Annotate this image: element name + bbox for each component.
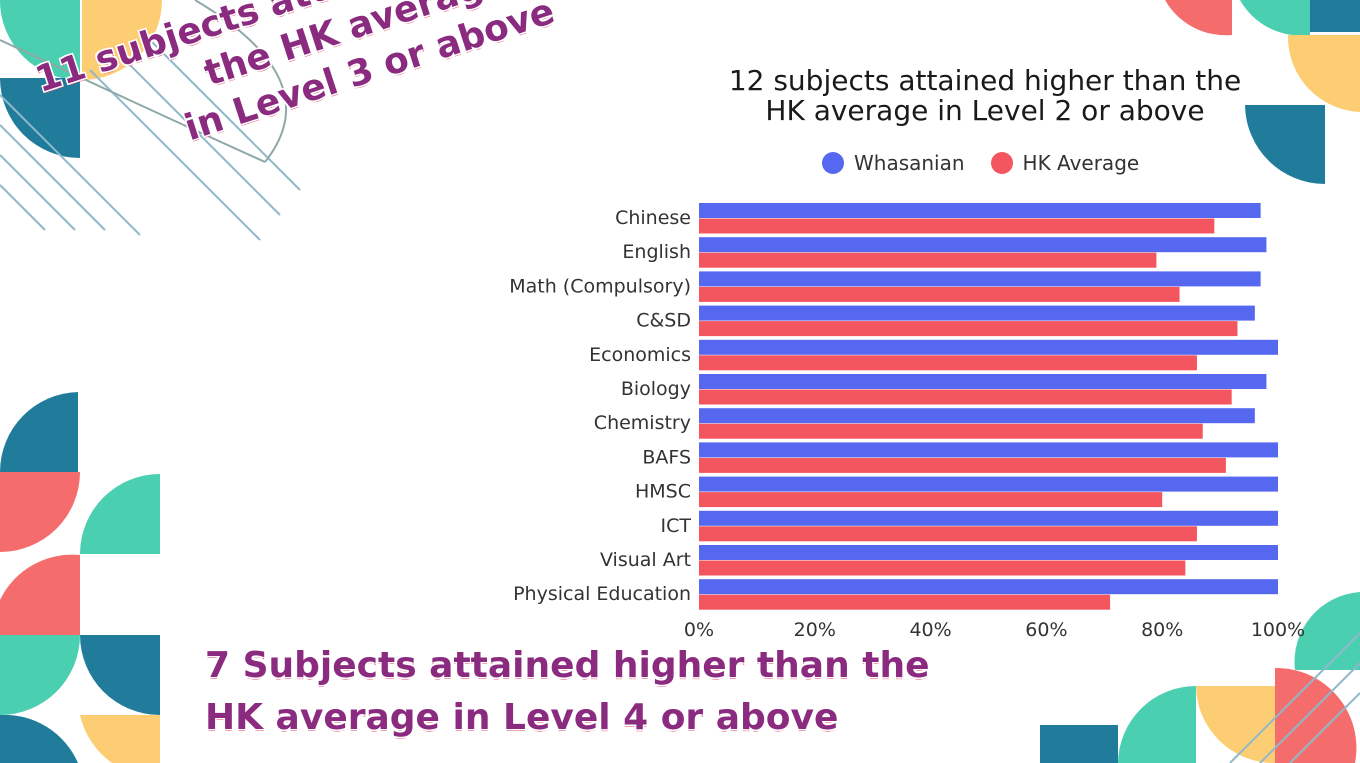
bar-hk-average-5 — [699, 389, 1232, 405]
legend-swatch-whasanian — [822, 152, 844, 174]
navy-quarter-circle — [0, 78, 80, 158]
bar-hk-average-2 — [699, 286, 1180, 302]
bar-whasanian-1 — [699, 237, 1267, 253]
teal-quarter-circle — [1240, 0, 1310, 36]
category-label: Math (Compulsory) — [509, 275, 691, 297]
bar-whasanian-7 — [699, 442, 1278, 458]
grey-curve-line — [0, 39, 266, 163]
bar-hk-average-9 — [699, 526, 1197, 542]
bar-whasanian-0 — [699, 203, 1261, 218]
bar-whasanian-8 — [699, 476, 1278, 492]
bar-whasanian-11 — [699, 579, 1278, 595]
category-label: Chinese — [615, 207, 691, 229]
diagonal-lines — [1229, 632, 1360, 763]
category-label: Visual Art — [600, 549, 691, 571]
teal-quarter-circle — [1118, 685, 1196, 763]
bar-whasanian-4 — [699, 339, 1278, 355]
bar-whasanian-3 — [699, 305, 1255, 321]
yellow-quarter-circle — [80, 715, 160, 763]
bar-hk-average-1 — [699, 252, 1157, 268]
navy-quarter-circle — [1245, 105, 1325, 184]
navy-quarter-circle — [0, 392, 78, 472]
legend-item-hk-average: HK Average — [990, 151, 1140, 175]
bars-group — [699, 203, 1278, 610]
x-tick-label: 100% — [1251, 619, 1305, 641]
bar-hk-average-3 — [699, 321, 1238, 337]
bar-hk-average-11 — [699, 594, 1111, 610]
category-label: Biology — [621, 378, 691, 400]
coral-quarter-circle — [0, 554, 80, 635]
teal-quarter-circle — [0, 0, 80, 80]
bar-hk-average-8 — [699, 492, 1163, 508]
category-label: Chemistry — [594, 412, 691, 434]
category-labels: Chinese English Math (Compulsory) C&SD Econo… — [509, 207, 691, 605]
bar-whasanian-6 — [699, 408, 1255, 424]
x-tick-label: 40% — [909, 619, 951, 641]
category-label: HMSC — [635, 481, 691, 503]
level4-headline-line-2: HK average in Level 4 or above — [205, 697, 839, 738]
bar-whasanian-5 — [699, 374, 1267, 389]
level4-headline-line-1: 7 Subjects attained higher than the — [205, 645, 930, 686]
bar-hk-average-10 — [699, 560, 1186, 576]
bar-hk-average-0 — [699, 218, 1215, 234]
legend-item-whasanian: Whasanian — [822, 151, 965, 175]
yellow-quarter-circle — [1287, 35, 1360, 112]
navy-block — [1040, 725, 1118, 763]
x-tick-label: 60% — [1025, 619, 1067, 641]
legend-swatch-hk-average — [990, 152, 1013, 174]
x-tick-label: 80% — [1141, 619, 1183, 641]
level4-headline: 7 Subjects attained higher than the HK a… — [205, 640, 929, 744]
category-label: ICT — [661, 515, 692, 537]
x-tick-labels: 0% 20% 40% 60% 80% 100% — [684, 619, 1305, 641]
teal-quarter-circle — [80, 474, 160, 554]
category-label: C&SD — [636, 310, 691, 332]
category-label: English — [622, 241, 691, 263]
bar-hk-average-4 — [699, 355, 1197, 371]
coral-quarter-circle — [1275, 667, 1357, 763]
bar-hk-average-7 — [699, 457, 1226, 473]
grey-curve-line — [194, 0, 288, 163]
category-label: Economics — [589, 344, 691, 366]
category-label: Physical Education — [513, 583, 691, 605]
category-label: BAFS — [642, 446, 691, 468]
yellow-quarter-circle — [82, 0, 162, 80]
chart-title-line-2: HK average in Level 2 or above — [765, 94, 1205, 127]
teal-quarter-circle — [0, 635, 80, 715]
yellow-quarter-circle — [1196, 686, 1275, 763]
diagonal-lines — [0, 39, 301, 241]
bar-hk-average-6 — [699, 423, 1203, 439]
coral-quarter-circle — [0, 472, 80, 552]
bar-whasanian-9 — [699, 510, 1278, 526]
x-tick-label: 0% — [684, 619, 714, 641]
legend-label-hk-average: HK Average — [1022, 151, 1140, 175]
bar-whasanian-10 — [699, 545, 1278, 560]
bar-whasanian-2 — [699, 271, 1261, 287]
navy-quarter-circle — [80, 635, 160, 715]
chart-title-line-1: 12 subjects attained higher than the — [728, 64, 1242, 97]
navy-block — [1310, 0, 1360, 32]
navy-quarter-circle — [0, 714, 78, 763]
legend-label-whasanian: Whasanian — [854, 151, 965, 175]
coral-quarter-circle — [1165, 0, 1232, 36]
chart-legend: Whasanian HK Average — [822, 151, 1165, 175]
x-tick-label: 20% — [794, 619, 836, 641]
